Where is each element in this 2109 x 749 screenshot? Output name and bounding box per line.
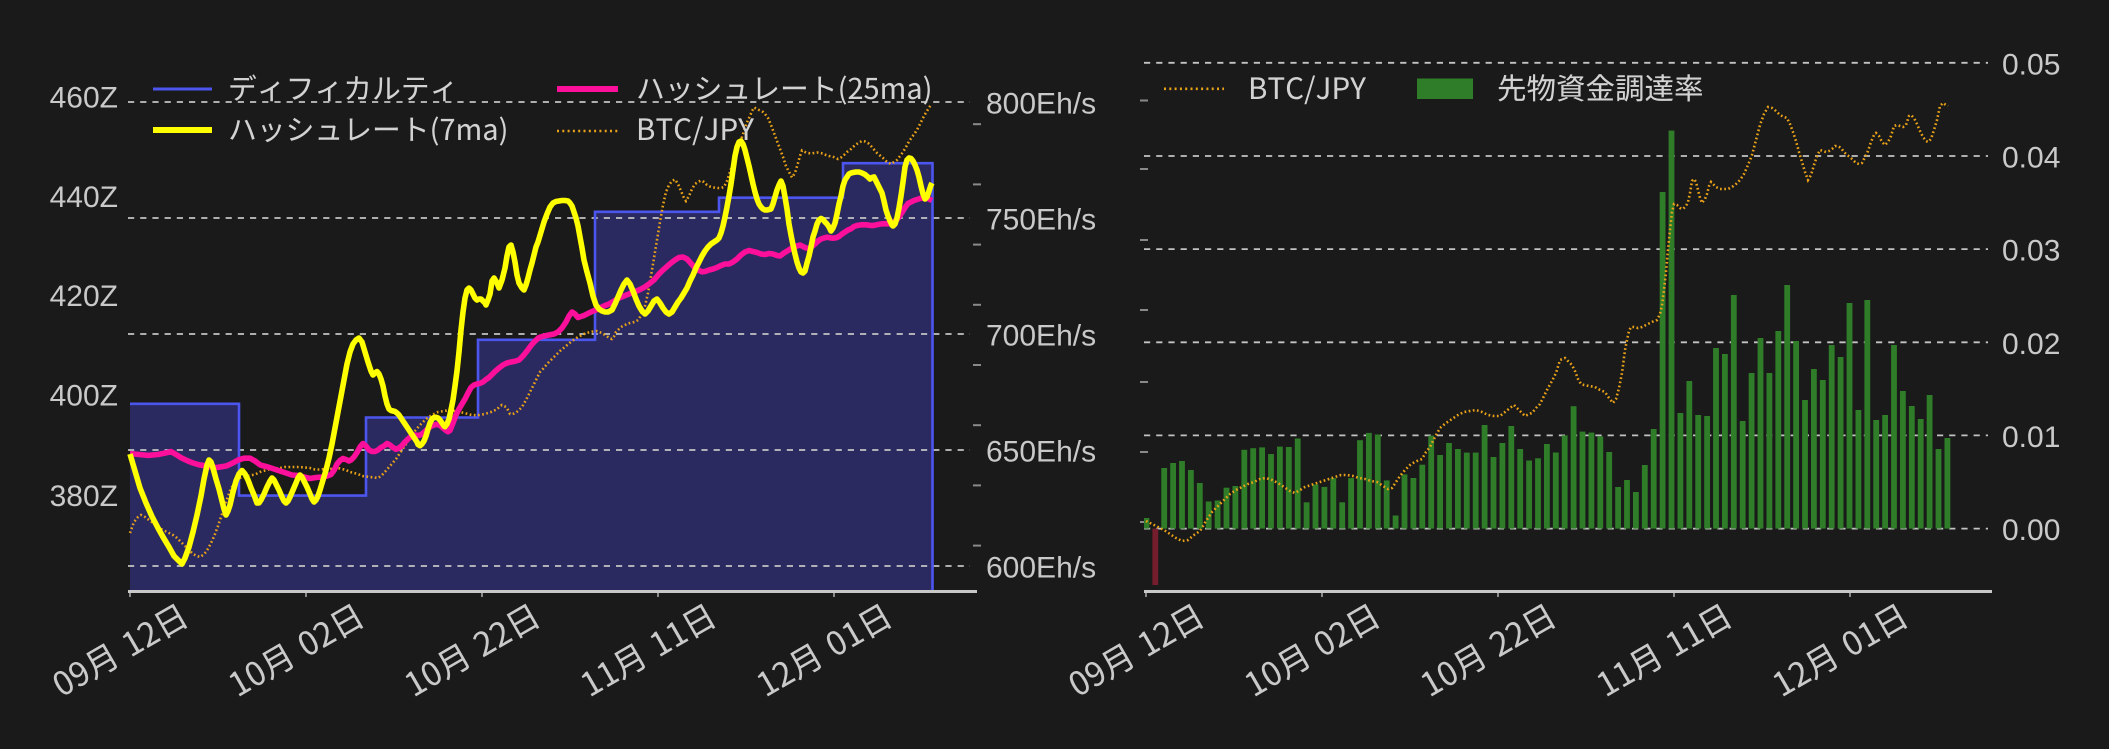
svg-text:0.00: 0.00 <box>2002 514 2060 547</box>
svg-text:0.05: 0.05 <box>2002 48 2060 81</box>
svg-text:380Z: 380Z <box>50 480 118 513</box>
svg-text:400Z: 400Z <box>50 380 118 413</box>
svg-text:0.03: 0.03 <box>2002 235 2060 268</box>
svg-text:0.01: 0.01 <box>2002 421 2060 454</box>
svg-text:750Eh/s: 750Eh/s <box>986 204 1096 237</box>
svg-text:0.04: 0.04 <box>2002 142 2060 175</box>
svg-text:650Eh/s: 650Eh/s <box>986 436 1096 469</box>
svg-text:0.02: 0.02 <box>2002 328 2060 361</box>
svg-text:460Z: 460Z <box>50 82 118 115</box>
svg-text:700Eh/s: 700Eh/s <box>986 320 1096 353</box>
svg-text:440Z: 440Z <box>50 181 118 214</box>
svg-text:420Z: 420Z <box>50 280 118 313</box>
svg-text:800Eh/s: 800Eh/s <box>986 88 1096 121</box>
svg-text:600Eh/s: 600Eh/s <box>986 552 1096 585</box>
